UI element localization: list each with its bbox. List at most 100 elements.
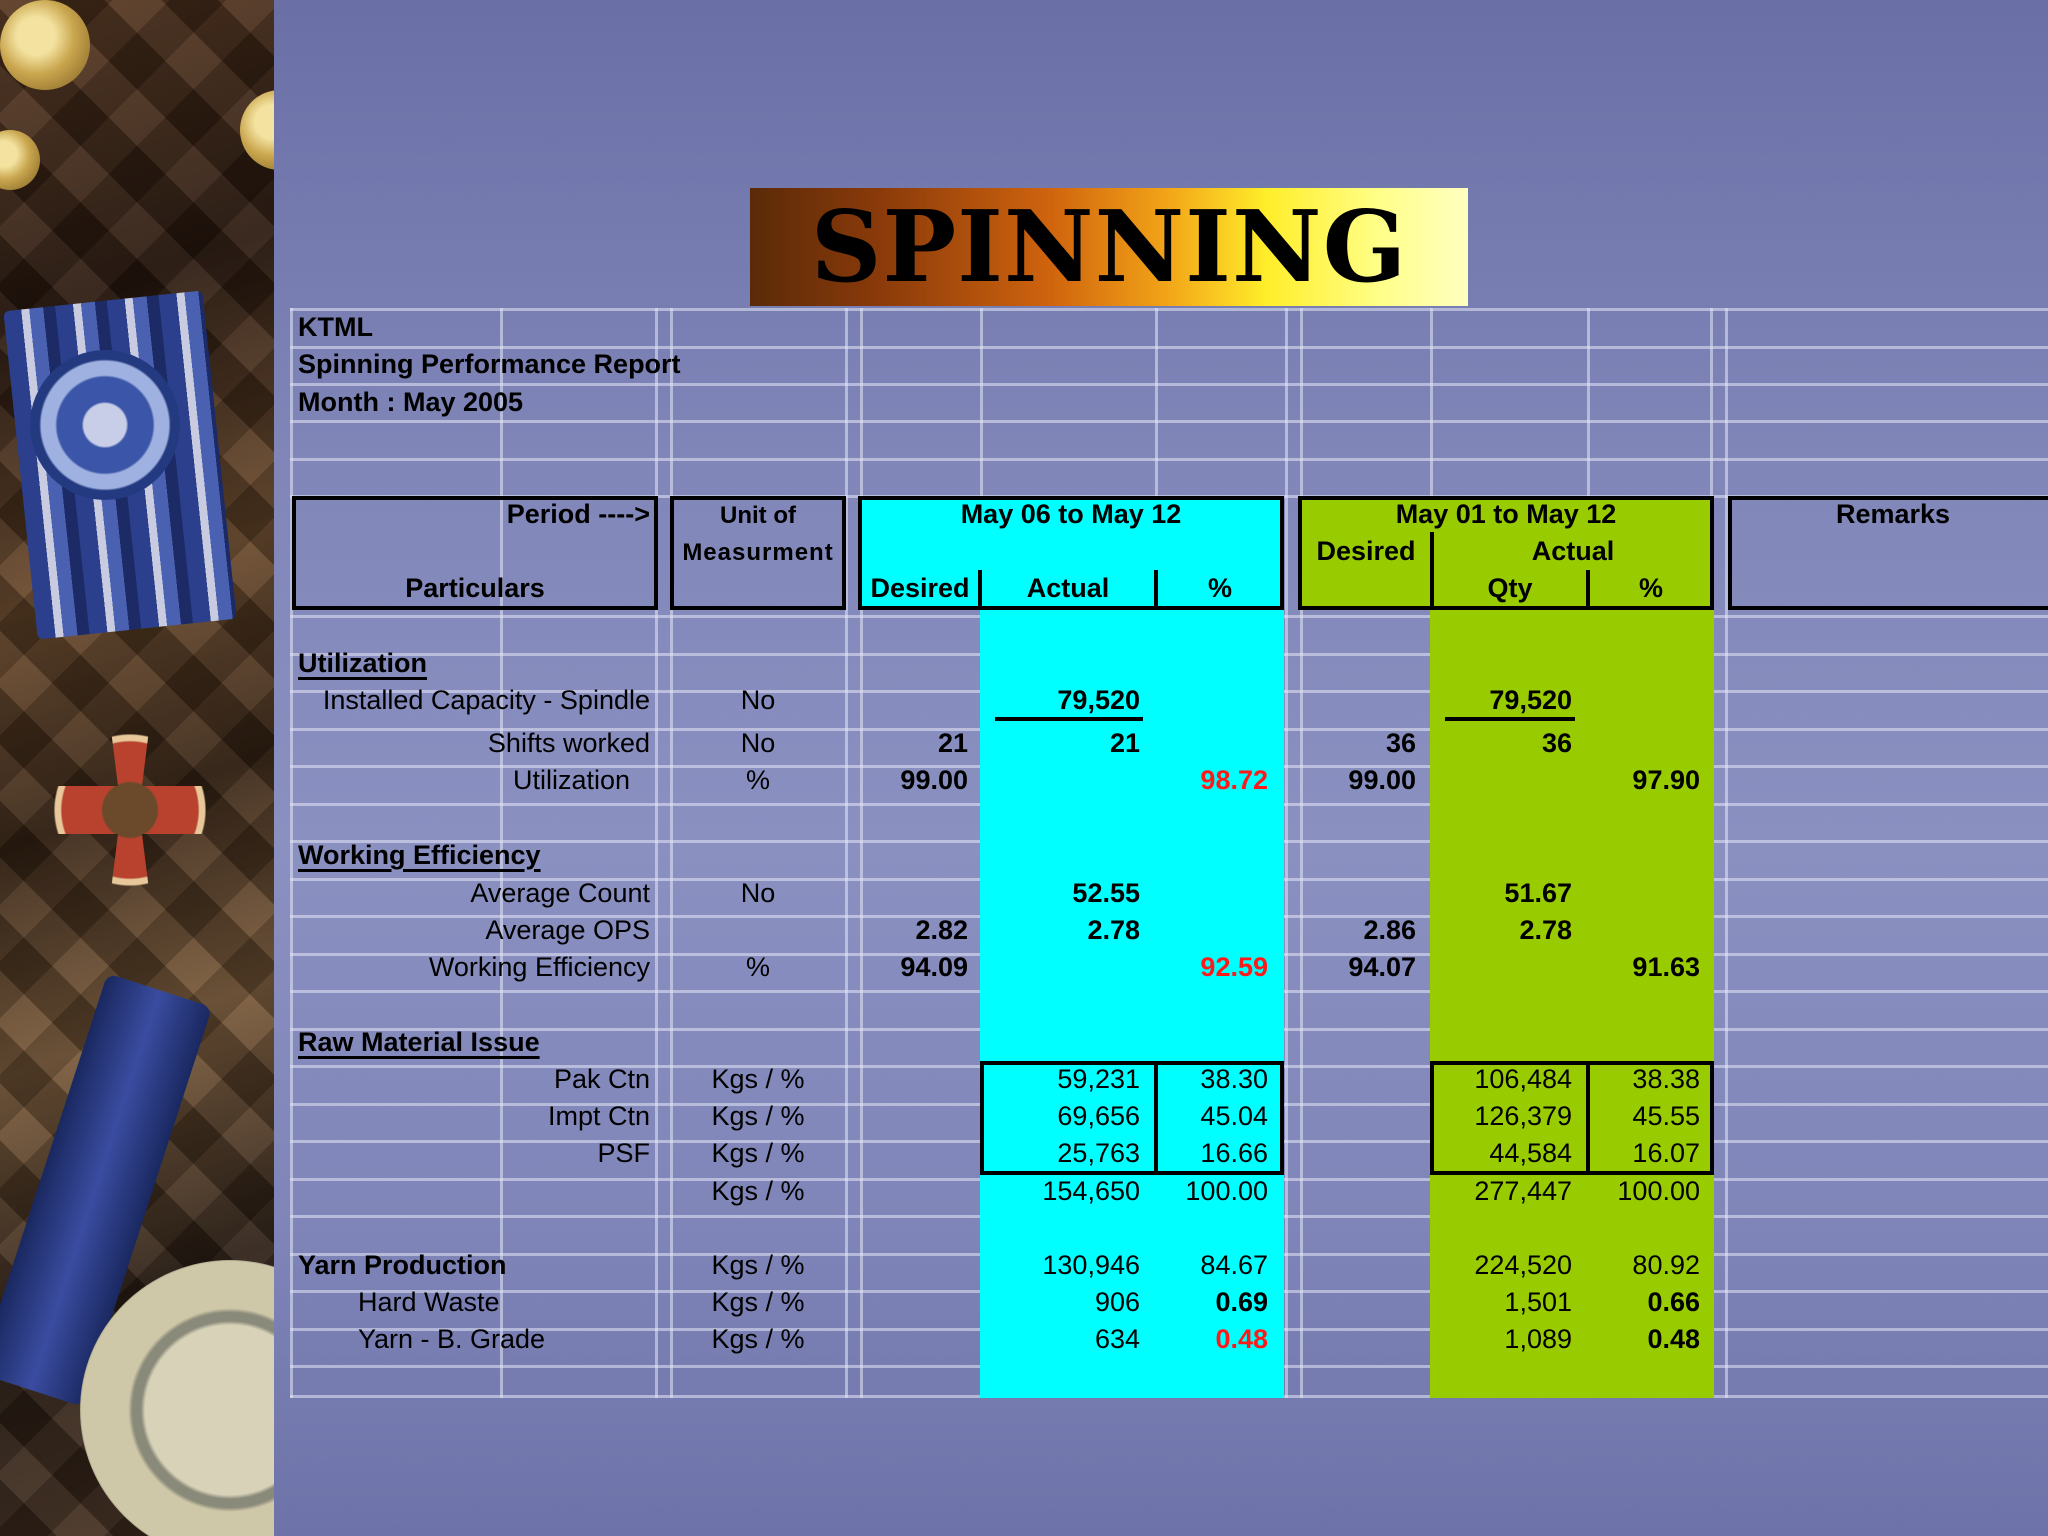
p2-actual-yarn-production: 224,520 xyxy=(1474,1250,1572,1280)
section-utilization: Utilization xyxy=(298,648,427,678)
p2-pct-working-efficiency: 91.63 xyxy=(1632,952,1700,982)
unit-raw-material-total: Kgs / % xyxy=(711,1176,805,1206)
p1-actual-avg-count: 52.55 xyxy=(1072,878,1140,908)
p2-desired-utilization: 99.00 xyxy=(1348,765,1416,795)
row-label-hard-waste: Hard Waste xyxy=(358,1287,500,1317)
remarks-header: Remarks xyxy=(1835,499,1951,529)
p1-pct-pak-ctn: 38.30 xyxy=(1200,1064,1268,1094)
p2-actual-impt-ctn: 126,379 xyxy=(1474,1101,1572,1131)
p2-actual-shifts: 36 xyxy=(1541,728,1572,758)
p2-actual-psf: 44,584 xyxy=(1489,1138,1572,1168)
row-label-avg-count: Average Count xyxy=(470,878,650,908)
p1-desired-shifts: 21 xyxy=(937,728,968,758)
company-name: KTML xyxy=(298,312,373,342)
period2-header-fill xyxy=(1300,496,1712,608)
period2-actual-header: Actual xyxy=(1531,536,1615,566)
unit-yarn-production: Kgs / % xyxy=(711,1250,805,1280)
row-label-avg-ops: Average OPS xyxy=(485,915,650,945)
p2-pct-impt-ctn: 45.55 xyxy=(1632,1101,1700,1131)
unit-utilization: % xyxy=(745,765,770,795)
unit-pak-ctn: Kgs / % xyxy=(711,1064,805,1094)
p2-pct-raw-material-total: 100.00 xyxy=(1617,1176,1700,1206)
p2-pct-b-grade: 0.48 xyxy=(1647,1324,1700,1354)
unit-installed: No xyxy=(740,685,776,715)
period2-desired-header: Desired xyxy=(1316,536,1416,566)
period2-qty-header: Qty xyxy=(1487,573,1533,603)
p2-pct-pak-ctn: 38.38 xyxy=(1632,1064,1700,1094)
unit-b-grade: Kgs / % xyxy=(711,1324,805,1354)
header-divider xyxy=(1586,570,1590,610)
unit-working-efficiency: % xyxy=(745,952,770,982)
raw-material-divider xyxy=(1586,1061,1590,1175)
period1-column-fill xyxy=(980,608,1284,1398)
decorative-medal-photo xyxy=(0,0,274,1536)
report-month: Month : May 2005 xyxy=(298,387,524,417)
p1-pct-working-efficiency: 92.59 xyxy=(1200,952,1268,982)
period1-actual-header: Actual xyxy=(1026,573,1110,603)
p2-pct-utilization: 97.90 xyxy=(1632,765,1700,795)
p2-actual-installed: 79,520 xyxy=(1489,685,1572,715)
row-label-pak-ctn: Pak Ctn xyxy=(553,1064,650,1094)
p1-desired-avg-ops: 2.82 xyxy=(915,915,968,945)
p1-pct-impt-ctn: 45.04 xyxy=(1200,1101,1268,1131)
p1-actual-pak-ctn: 59,231 xyxy=(1057,1064,1140,1094)
period2-column-fill xyxy=(1430,608,1714,1398)
unit-hard-waste: Kgs / % xyxy=(711,1287,805,1317)
p1-pct-raw-material-total: 100.00 xyxy=(1185,1176,1268,1206)
particulars-header-box xyxy=(292,496,658,610)
p2-pct-yarn-production: 80.92 xyxy=(1632,1250,1700,1280)
period2-pct-header: % xyxy=(1638,573,1663,603)
p1-actual-b-grade: 634 xyxy=(1094,1324,1140,1354)
p1-pct-hard-waste: 0.69 xyxy=(1215,1287,1268,1317)
slide-title: SPINNING xyxy=(810,189,1408,305)
period-label: Period ----> xyxy=(506,499,650,529)
p2-actual-pak-ctn: 106,484 xyxy=(1474,1064,1572,1094)
p2-actual-b-grade: 1,089 xyxy=(1504,1324,1572,1354)
p2-desired-avg-ops: 2.86 xyxy=(1363,915,1416,945)
p2-actual-hard-waste: 1,501 xyxy=(1504,1287,1572,1317)
unit-label-line1: Unit of xyxy=(720,502,796,529)
p1-actual-installed: 79,520 xyxy=(1057,685,1140,715)
p1-pct-b-grade: 0.48 xyxy=(1215,1324,1268,1354)
p1-desired-working-efficiency: 94.09 xyxy=(900,952,968,982)
unit-impt-ctn: Kgs / % xyxy=(711,1101,805,1131)
raw-material-box-period2 xyxy=(1430,1061,1714,1175)
section-working-efficiency: Working Efficiency xyxy=(298,840,541,870)
p1-actual-shifts: 21 xyxy=(1109,728,1140,758)
underline-rule xyxy=(1445,717,1575,721)
row-label-b-grade: Yarn - B. Grade xyxy=(358,1324,546,1354)
underline-rule xyxy=(995,717,1143,721)
report-title: Spinning Performance Report xyxy=(298,349,681,379)
row-label-impt-ctn: Impt Ctn xyxy=(547,1101,650,1131)
period1-header-fill xyxy=(860,496,1282,608)
p2-actual-avg-ops: 2.78 xyxy=(1519,915,1572,945)
remarks-header-box xyxy=(1728,496,2048,610)
raw-material-divider xyxy=(1154,1061,1158,1175)
unit-avg-count: No xyxy=(740,878,776,908)
p2-pct-psf: 16.07 xyxy=(1632,1138,1700,1168)
period2-header-box xyxy=(1298,496,1714,610)
header-divider xyxy=(978,570,982,610)
p2-actual-raw-material-total: 277,447 xyxy=(1474,1176,1572,1206)
p1-actual-avg-ops: 2.78 xyxy=(1087,915,1140,945)
title-banner: SPINNING xyxy=(750,188,1468,306)
particulars-label: Particulars xyxy=(405,573,545,603)
unit-psf: Kgs / % xyxy=(711,1138,805,1168)
row-label-shifts: Shifts worked xyxy=(487,728,650,758)
row-label-utilization: Utilization xyxy=(512,765,630,795)
header-divider xyxy=(1154,570,1158,610)
brass-button-image xyxy=(0,0,90,90)
p1-actual-yarn-production: 130,946 xyxy=(1042,1250,1140,1280)
row-label-working-efficiency: Working Efficiency xyxy=(428,952,650,982)
p1-actual-hard-waste: 906 xyxy=(1094,1287,1140,1317)
p2-desired-working-efficiency: 94.07 xyxy=(1348,952,1416,982)
p2-pct-hard-waste: 0.66 xyxy=(1647,1287,1700,1317)
period1-desired-header: Desired xyxy=(870,573,970,603)
p1-pct-psf: 16.66 xyxy=(1200,1138,1268,1168)
p1-pct-utilization: 98.72 xyxy=(1200,765,1268,795)
row-label-psf: PSF xyxy=(597,1138,650,1168)
raw-material-box-period1 xyxy=(980,1061,1284,1175)
p1-actual-raw-material-total: 154,650 xyxy=(1042,1176,1140,1206)
period1-header-box xyxy=(858,496,1284,610)
unit-label-line2: Measurment xyxy=(682,539,834,566)
